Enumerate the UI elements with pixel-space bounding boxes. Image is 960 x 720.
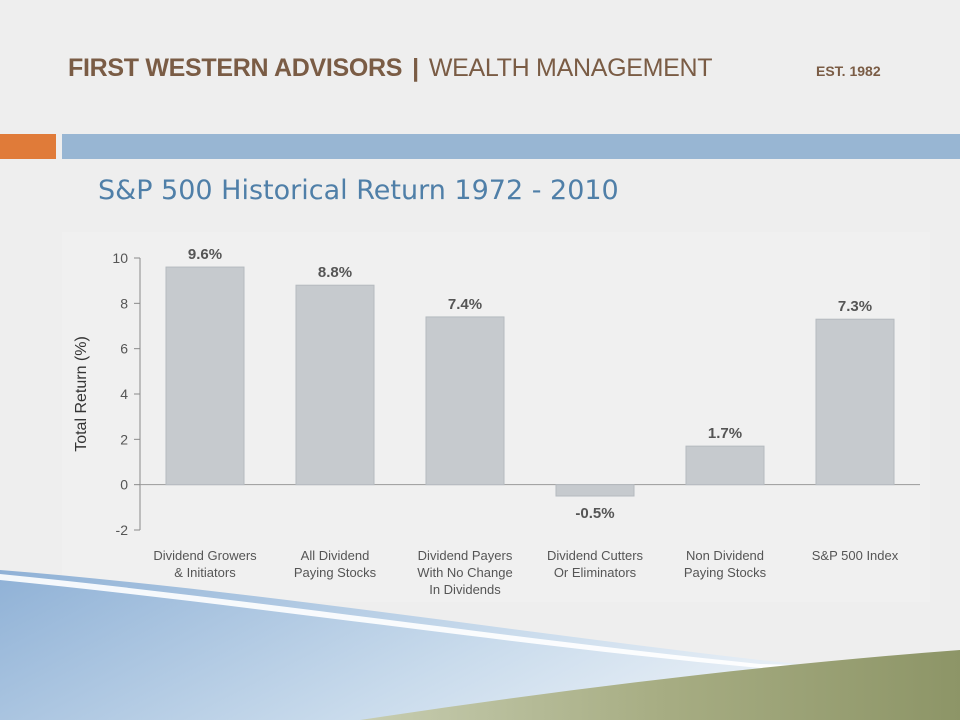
bar xyxy=(295,284,375,486)
y-tick-label: 8 xyxy=(120,295,128,311)
bar xyxy=(685,445,765,486)
data-label: 1.7% xyxy=(708,425,742,442)
category-label: Dividend Cutters xyxy=(547,548,644,563)
header-separator: | xyxy=(412,54,419,82)
category-label: All Dividend xyxy=(301,548,370,563)
data-label: 8.8% xyxy=(318,264,352,281)
category-label: Paying Stocks xyxy=(684,565,767,580)
category-label: Dividend Payers xyxy=(418,548,513,563)
category-label: Non Dividend xyxy=(686,548,764,563)
accent-bar-blue xyxy=(62,134,960,159)
bar xyxy=(555,484,635,497)
y-tick-label: 0 xyxy=(120,477,128,493)
green-wave xyxy=(360,650,960,720)
y-tick-label: -2 xyxy=(116,522,129,538)
accent-bar-orange xyxy=(0,134,56,159)
category-label: In Dividends xyxy=(429,582,501,597)
established-label: EST. 1982 xyxy=(816,63,881,79)
category-label: Or Eliminators xyxy=(554,565,637,580)
data-label: -0.5% xyxy=(575,505,614,522)
bar xyxy=(815,318,895,486)
firm-name: FIRST WESTERN ADVISORS xyxy=(68,54,403,82)
y-tick-label: 10 xyxy=(112,250,128,266)
data-label: 7.3% xyxy=(838,298,872,315)
category-label: Dividend Growers xyxy=(153,548,257,563)
bar xyxy=(425,316,505,486)
slide-title: S&P 500 Historical Return 1972 - 2010 xyxy=(98,175,619,206)
division-name: WEALTH MANAGEMENT xyxy=(428,54,713,82)
category-label: & Initiators xyxy=(174,565,236,580)
company-header: FIRST WESTERN ADVISORS | WEALTH MANAGEMENT xyxy=(68,54,713,83)
category-label: S&P 500 Index xyxy=(812,548,899,563)
category-label: With No Change xyxy=(417,565,512,580)
data-label: 9.6% xyxy=(188,246,222,263)
data-label: 7.4% xyxy=(448,296,482,313)
y-axis-label: Total Return (%) xyxy=(73,336,90,452)
y-tick-label: 6 xyxy=(120,341,128,357)
y-tick-label: 4 xyxy=(120,386,128,402)
bar xyxy=(165,266,245,486)
decorative-wave xyxy=(0,570,960,720)
category-label: Paying Stocks xyxy=(294,565,377,580)
y-tick-label: 2 xyxy=(120,431,128,447)
